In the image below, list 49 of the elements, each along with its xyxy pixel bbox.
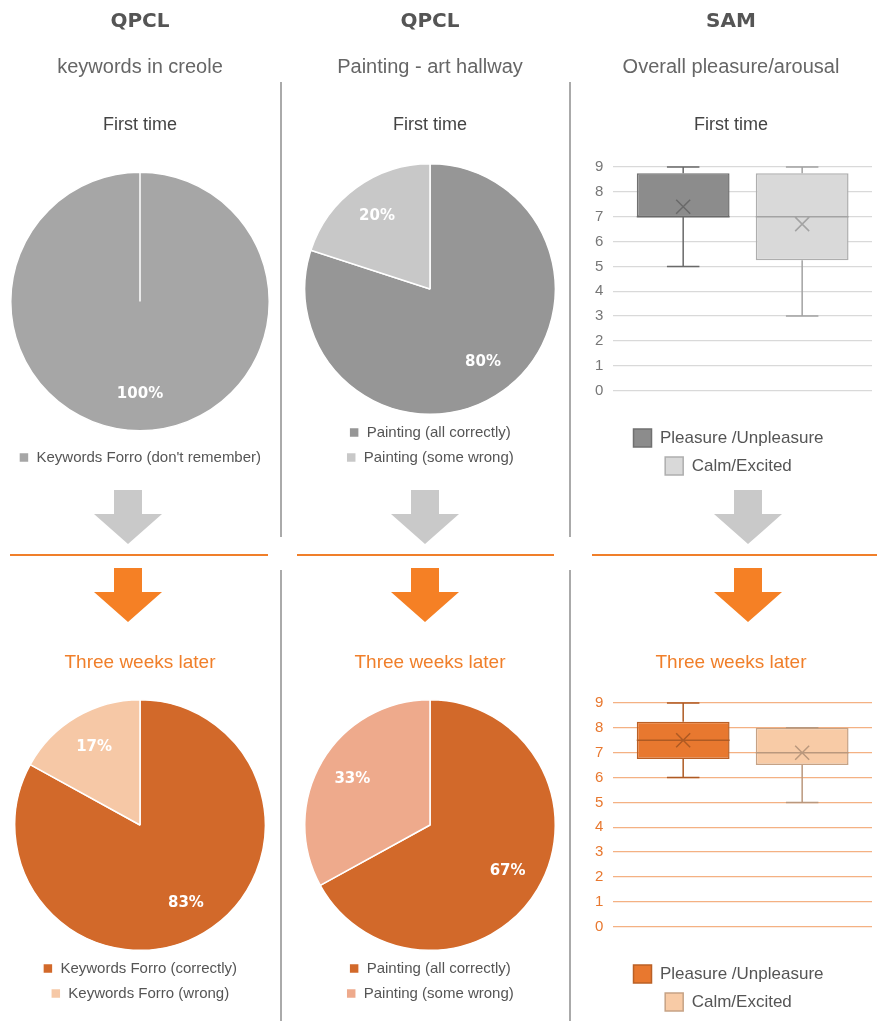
chart-title: QPCL <box>109 7 171 34</box>
legend-label: Calm/Excited <box>691 455 792 475</box>
y-tick-label: 4 <box>595 281 604 299</box>
y-tick-label: 3 <box>595 306 604 324</box>
y-tick-label: 8 <box>595 717 604 735</box>
y-tick-label: 7 <box>595 742 604 760</box>
legend-label: Keywords Forro (don't remember) <box>36 447 262 465</box>
text: First time <box>392 113 468 136</box>
text: First time <box>693 113 769 136</box>
chart-subtitle: Overall pleasure/arousal <box>621 54 841 79</box>
chart-title: SAM <box>705 7 757 34</box>
y-tick-label: 2 <box>595 331 604 349</box>
chart-title: Three weeks later <box>654 650 808 674</box>
legend-label: Keywords Forro (wrong) <box>68 983 230 1001</box>
data-label: 33% <box>334 768 371 787</box>
data-label: 17% <box>76 737 113 756</box>
y-tick-label: 1 <box>595 891 604 909</box>
y-tick-label: 9 <box>595 693 604 711</box>
legend-label: Keywords Forro (correctly) <box>60 958 238 976</box>
chart-title: QPCL <box>399 7 461 34</box>
y-tick-label: 5 <box>595 792 604 810</box>
chart-subtitle: keywords in creole <box>56 54 224 79</box>
legend-label: Painting (some wrong) <box>363 983 514 1001</box>
y-tick-label: 4 <box>595 817 604 835</box>
y-tick-label: 5 <box>595 256 604 274</box>
y-tick-label: 9 <box>595 157 604 175</box>
data-label: 80% <box>465 351 501 370</box>
y-tick-label: 6 <box>595 231 604 249</box>
text: First time <box>102 113 178 136</box>
y-tick-label: 0 <box>595 380 604 398</box>
y-tick-label: 1 <box>595 355 604 373</box>
chart-title: Three weeks later <box>353 650 507 674</box>
legend-label: Painting (some wrong) <box>363 447 514 465</box>
chart-title: Three weeks later <box>63 650 217 674</box>
data-label: 67% <box>489 860 526 879</box>
legend-label: Calm/Excited <box>691 991 792 1011</box>
y-tick-label: 6 <box>595 767 604 785</box>
y-tick-label: 7 <box>595 206 604 224</box>
legend-label: Painting (all correctly) <box>366 958 511 976</box>
chart-subtitle: Painting - art hallway <box>336 54 524 79</box>
legend-label: Pleasure /Unpleasure <box>660 427 824 447</box>
y-tick-label: 2 <box>595 867 604 885</box>
y-tick-label: 8 <box>595 181 604 199</box>
data-label: 100% <box>116 384 164 403</box>
legend-label: Painting (all correctly) <box>366 422 511 440</box>
data-label: 83% <box>167 892 204 911</box>
y-tick-label: 3 <box>595 842 604 860</box>
y-tick-label: 0 <box>595 916 604 934</box>
legend-label: Pleasure /Unpleasure <box>660 963 824 983</box>
